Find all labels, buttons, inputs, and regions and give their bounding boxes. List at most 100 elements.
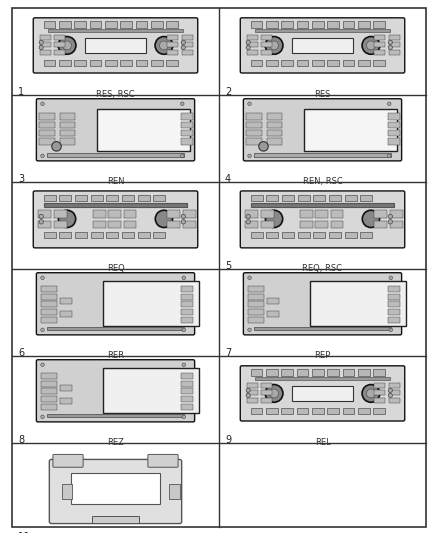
Bar — [138, 195, 150, 200]
Bar — [92, 515, 138, 523]
Bar — [266, 369, 278, 376]
Bar — [373, 408, 385, 414]
Bar — [312, 60, 324, 66]
Bar — [39, 35, 51, 40]
Circle shape — [182, 363, 186, 367]
Bar — [248, 302, 264, 308]
Bar — [298, 232, 310, 238]
Bar — [358, 21, 370, 28]
Bar — [47, 327, 184, 330]
Bar — [106, 232, 118, 238]
Circle shape — [367, 389, 375, 398]
Bar — [327, 408, 339, 414]
Bar — [93, 210, 106, 218]
Circle shape — [180, 154, 184, 158]
Bar — [247, 50, 258, 55]
Bar — [343, 21, 354, 28]
Bar — [327, 60, 339, 66]
Circle shape — [362, 384, 380, 402]
Circle shape — [246, 220, 251, 224]
Bar — [182, 50, 193, 55]
Bar — [343, 60, 354, 66]
Circle shape — [265, 210, 283, 228]
Bar — [248, 294, 264, 300]
Bar — [38, 221, 51, 228]
Circle shape — [181, 40, 185, 44]
Bar — [374, 390, 385, 395]
Bar — [374, 383, 385, 388]
Bar — [247, 113, 262, 120]
Bar — [251, 60, 262, 66]
Bar — [297, 408, 308, 414]
Bar — [181, 404, 193, 410]
Bar — [329, 195, 341, 200]
FancyBboxPatch shape — [36, 360, 194, 422]
Bar — [266, 60, 278, 66]
Bar — [374, 221, 387, 228]
Bar — [282, 232, 294, 238]
Bar — [251, 232, 263, 238]
Bar — [261, 35, 272, 40]
Bar — [59, 195, 71, 200]
Bar — [254, 29, 390, 32]
Bar — [281, 21, 293, 28]
Text: 1: 1 — [18, 87, 24, 97]
Circle shape — [39, 45, 43, 50]
Bar — [312, 21, 324, 28]
Bar — [54, 210, 67, 218]
Bar — [181, 122, 193, 128]
Text: 6: 6 — [18, 348, 24, 358]
Bar — [389, 398, 400, 403]
Circle shape — [182, 415, 186, 418]
Text: REN: REN — [107, 177, 124, 186]
Bar — [247, 398, 258, 403]
Bar — [373, 21, 385, 28]
Circle shape — [155, 37, 173, 54]
Text: 2: 2 — [225, 87, 231, 97]
Bar — [60, 398, 72, 404]
Bar — [41, 309, 57, 315]
Bar — [54, 35, 65, 40]
Text: 5: 5 — [225, 261, 231, 271]
Circle shape — [265, 384, 283, 402]
Bar — [343, 369, 354, 376]
Bar — [184, 210, 196, 218]
Circle shape — [367, 41, 375, 50]
Bar — [254, 327, 391, 330]
Bar — [181, 302, 193, 308]
Bar — [166, 21, 178, 28]
Bar — [327, 21, 339, 28]
Bar — [267, 311, 279, 317]
Text: 3: 3 — [18, 174, 24, 184]
Text: REL: REL — [314, 438, 330, 447]
Bar — [247, 35, 258, 40]
Bar — [47, 154, 184, 157]
Bar — [71, 473, 160, 504]
Text: 8: 8 — [18, 435, 24, 445]
Bar — [181, 113, 193, 120]
Text: REQ, RSC: REQ, RSC — [303, 264, 343, 273]
Bar — [39, 130, 55, 136]
Bar — [153, 232, 166, 238]
Bar — [97, 109, 190, 151]
Bar — [45, 203, 187, 207]
FancyBboxPatch shape — [240, 191, 405, 248]
Bar — [388, 302, 400, 308]
Circle shape — [159, 41, 168, 50]
Bar — [93, 221, 106, 228]
Bar — [360, 232, 372, 238]
Circle shape — [248, 102, 251, 106]
Circle shape — [181, 214, 185, 219]
Circle shape — [388, 154, 391, 158]
Circle shape — [389, 276, 392, 279]
FancyBboxPatch shape — [36, 273, 194, 335]
Bar — [74, 21, 86, 28]
Bar — [54, 50, 65, 55]
Bar — [60, 122, 75, 128]
Bar — [122, 232, 134, 238]
Bar — [105, 60, 117, 66]
Circle shape — [58, 210, 76, 228]
Bar — [181, 294, 193, 300]
Bar — [41, 404, 57, 410]
Circle shape — [246, 45, 250, 50]
